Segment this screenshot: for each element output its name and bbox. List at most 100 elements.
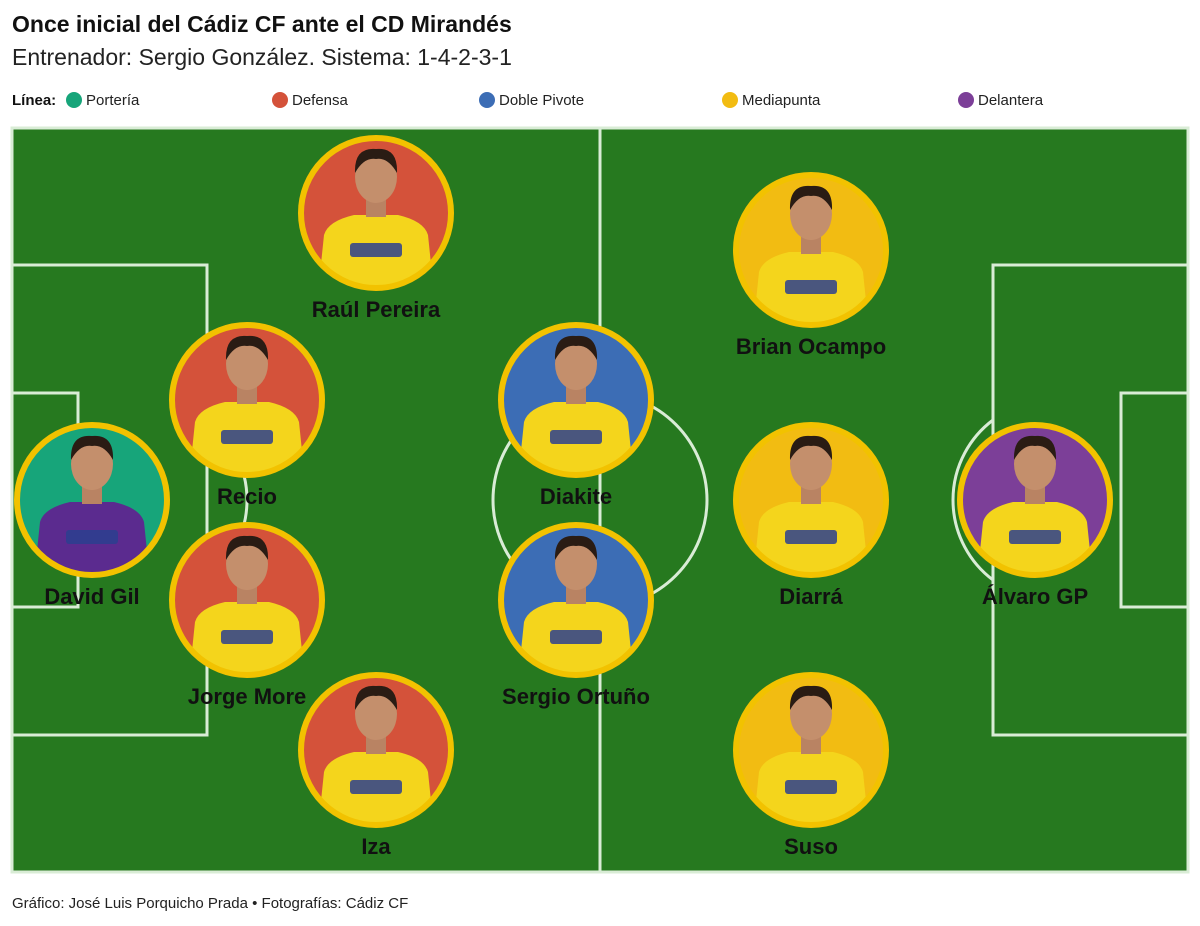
- legend-swatch: [66, 92, 82, 108]
- legend-text: Mediapunta: [742, 92, 821, 109]
- player-figure: [753, 685, 869, 825]
- player-hair: [354, 148, 398, 173]
- players: David Gil Raúl Pereira Recio Jorge More Iza D…: [14, 135, 1113, 859]
- footer: Gráfico: José Luis Porquicho Prada • Fot…: [12, 895, 408, 912]
- player-neck: [82, 486, 102, 504]
- player-ring: [169, 522, 325, 678]
- player-head: [790, 688, 832, 740]
- penalty-arc-right: [951, 418, 994, 582]
- legend-text: Doble Pivote: [499, 92, 584, 109]
- player-head: [555, 538, 597, 590]
- sponsor-mark: [350, 780, 402, 794]
- sponsor-mark: [350, 243, 402, 257]
- player-neck: [566, 386, 586, 404]
- player: Sergio Ortuño: [498, 522, 654, 709]
- legend-label: Línea:: [12, 92, 56, 109]
- player-figure: [34, 435, 150, 575]
- legend-swatch: [722, 92, 738, 108]
- player-head: [1014, 438, 1056, 490]
- player-head: [71, 438, 113, 490]
- player-name: Álvaro GP: [982, 584, 1088, 609]
- player-hair: [789, 685, 833, 710]
- player: Diakite: [498, 322, 654, 509]
- player: Iza: [298, 672, 454, 859]
- player-figure: [753, 435, 869, 575]
- player-hair: [789, 435, 833, 460]
- legend-swatch: [272, 92, 288, 108]
- player-name: Diarrá: [779, 584, 843, 609]
- player-name: David Gil: [44, 584, 139, 609]
- sponsor-mark: [785, 280, 837, 294]
- sponsor-mark: [785, 780, 837, 794]
- sponsor-mark: [221, 430, 273, 444]
- player-neck: [237, 386, 257, 404]
- player: David Gil: [14, 422, 170, 609]
- sponsor-mark: [66, 530, 118, 544]
- player-figure: [318, 685, 434, 825]
- player-neck: [801, 236, 821, 254]
- legend-text: Delantera: [978, 92, 1044, 109]
- player-head: [355, 688, 397, 740]
- player-ring: [169, 322, 325, 478]
- player-ring: [14, 422, 170, 578]
- player-ring: [733, 422, 889, 578]
- title: Once inicial del Cádiz CF ante el CD Mir…: [12, 11, 512, 37]
- sponsor-mark: [550, 430, 602, 444]
- subtitle: Entrenador: Sergio González. Sistema: 1-…: [12, 44, 512, 70]
- player-head: [226, 538, 268, 590]
- player-hair: [1013, 435, 1057, 460]
- sponsor-mark: [1009, 530, 1061, 544]
- player-neck: [366, 736, 386, 754]
- player-neck: [1025, 486, 1045, 504]
- player-ring: [957, 422, 1113, 578]
- player-name: Brian Ocampo: [736, 334, 886, 359]
- player-figure: [189, 335, 305, 475]
- player-neck: [801, 736, 821, 754]
- player: Brian Ocampo: [733, 172, 889, 359]
- player-figure: [518, 335, 634, 475]
- player-head: [226, 338, 268, 390]
- player-neck: [566, 586, 586, 604]
- player-name: Raúl Pereira: [312, 297, 441, 322]
- player: Diarrá: [733, 422, 889, 609]
- player: Álvaro GP: [957, 422, 1113, 609]
- player-figure: [977, 435, 1093, 575]
- player-name: Suso: [784, 834, 838, 859]
- player-hair: [354, 685, 398, 710]
- player: Jorge More: [169, 522, 325, 709]
- player-name: Iza: [361, 834, 391, 859]
- player-hair: [225, 535, 269, 560]
- player-name: Diakite: [540, 484, 612, 509]
- player-name: Sergio Ortuño: [502, 684, 650, 709]
- player-ring: [733, 672, 889, 828]
- player-figure: [189, 535, 305, 675]
- legend-swatch: [479, 92, 495, 108]
- legend-swatch: [958, 92, 974, 108]
- player-ring: [298, 135, 454, 291]
- player-ring: [733, 172, 889, 328]
- player: Recio: [169, 322, 325, 509]
- player-name: Recio: [217, 484, 277, 509]
- player-neck: [801, 486, 821, 504]
- sponsor-mark: [785, 530, 837, 544]
- player-hair: [554, 535, 598, 560]
- legend-text: Portería: [86, 92, 140, 109]
- player-head: [790, 188, 832, 240]
- player-name: Jorge More: [188, 684, 307, 709]
- legend-text: Defensa: [292, 92, 349, 109]
- player: Suso: [733, 672, 889, 859]
- sponsor-mark: [221, 630, 273, 644]
- player-ring: [498, 322, 654, 478]
- player-ring: [298, 672, 454, 828]
- player-hair: [789, 185, 833, 210]
- player-hair: [225, 335, 269, 360]
- player-ring: [498, 522, 654, 678]
- player-figure: [318, 148, 434, 288]
- player-hair: [554, 335, 598, 360]
- player-figure: [518, 535, 634, 675]
- player-neck: [237, 586, 257, 604]
- player-head: [790, 438, 832, 490]
- sponsor-mark: [550, 630, 602, 644]
- player-head: [555, 338, 597, 390]
